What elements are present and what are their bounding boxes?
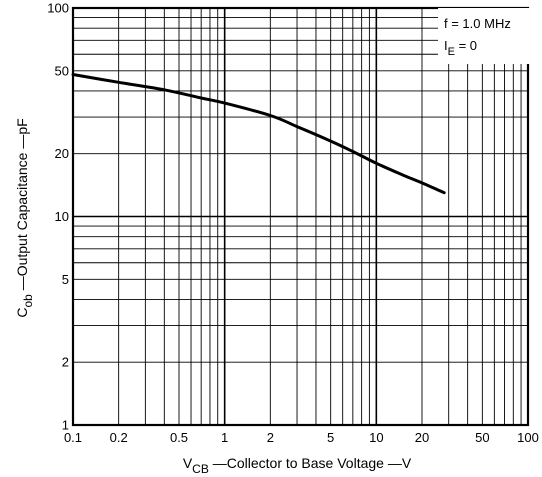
x-tick-label: 0.1 [64,430,82,445]
x-axis-title: VCB —Collector to Base Voltage —V [183,455,412,476]
y-tick-label: 1 [62,418,69,433]
annotation-frequency: f = 1.0 MHz [444,16,511,31]
x-tick-label: 2 [267,430,274,445]
x-tick-label: 50 [475,430,489,445]
y-tick-label: 5 [62,272,69,287]
y-tick-label: 20 [55,146,69,161]
x-tick-label: 1 [221,430,228,445]
x-tick-label: 0.5 [170,430,188,445]
x-tick-label: 5 [327,430,334,445]
data-series [71,73,446,195]
x-tick-label: 20 [415,430,429,445]
y-tick-label: 50 [55,63,69,78]
tick-labels: 0.1 0.2 0.5 1 2 5 10 20 50 100 1 2 5 10 20 50 100 [47,1,539,446]
x-tick-label: 0.2 [110,430,128,445]
y-tick-label: 100 [47,1,69,16]
annotation-box: f = 1.0 MHz IE = 0 [438,8,530,64]
y-tick-label: 2 [62,355,69,370]
annotation-emitter-current: IE = 0 [444,38,477,58]
plot-frame [71,6,530,427]
grid-lines [73,8,528,425]
y-axis-title: Cob —Output Capacitance —pF [14,118,35,317]
x-tick-label: 100 [517,430,539,445]
y-tick-label: 10 [55,209,69,224]
capacitance-curve [71,73,446,195]
x-tick-label: 10 [369,430,383,445]
